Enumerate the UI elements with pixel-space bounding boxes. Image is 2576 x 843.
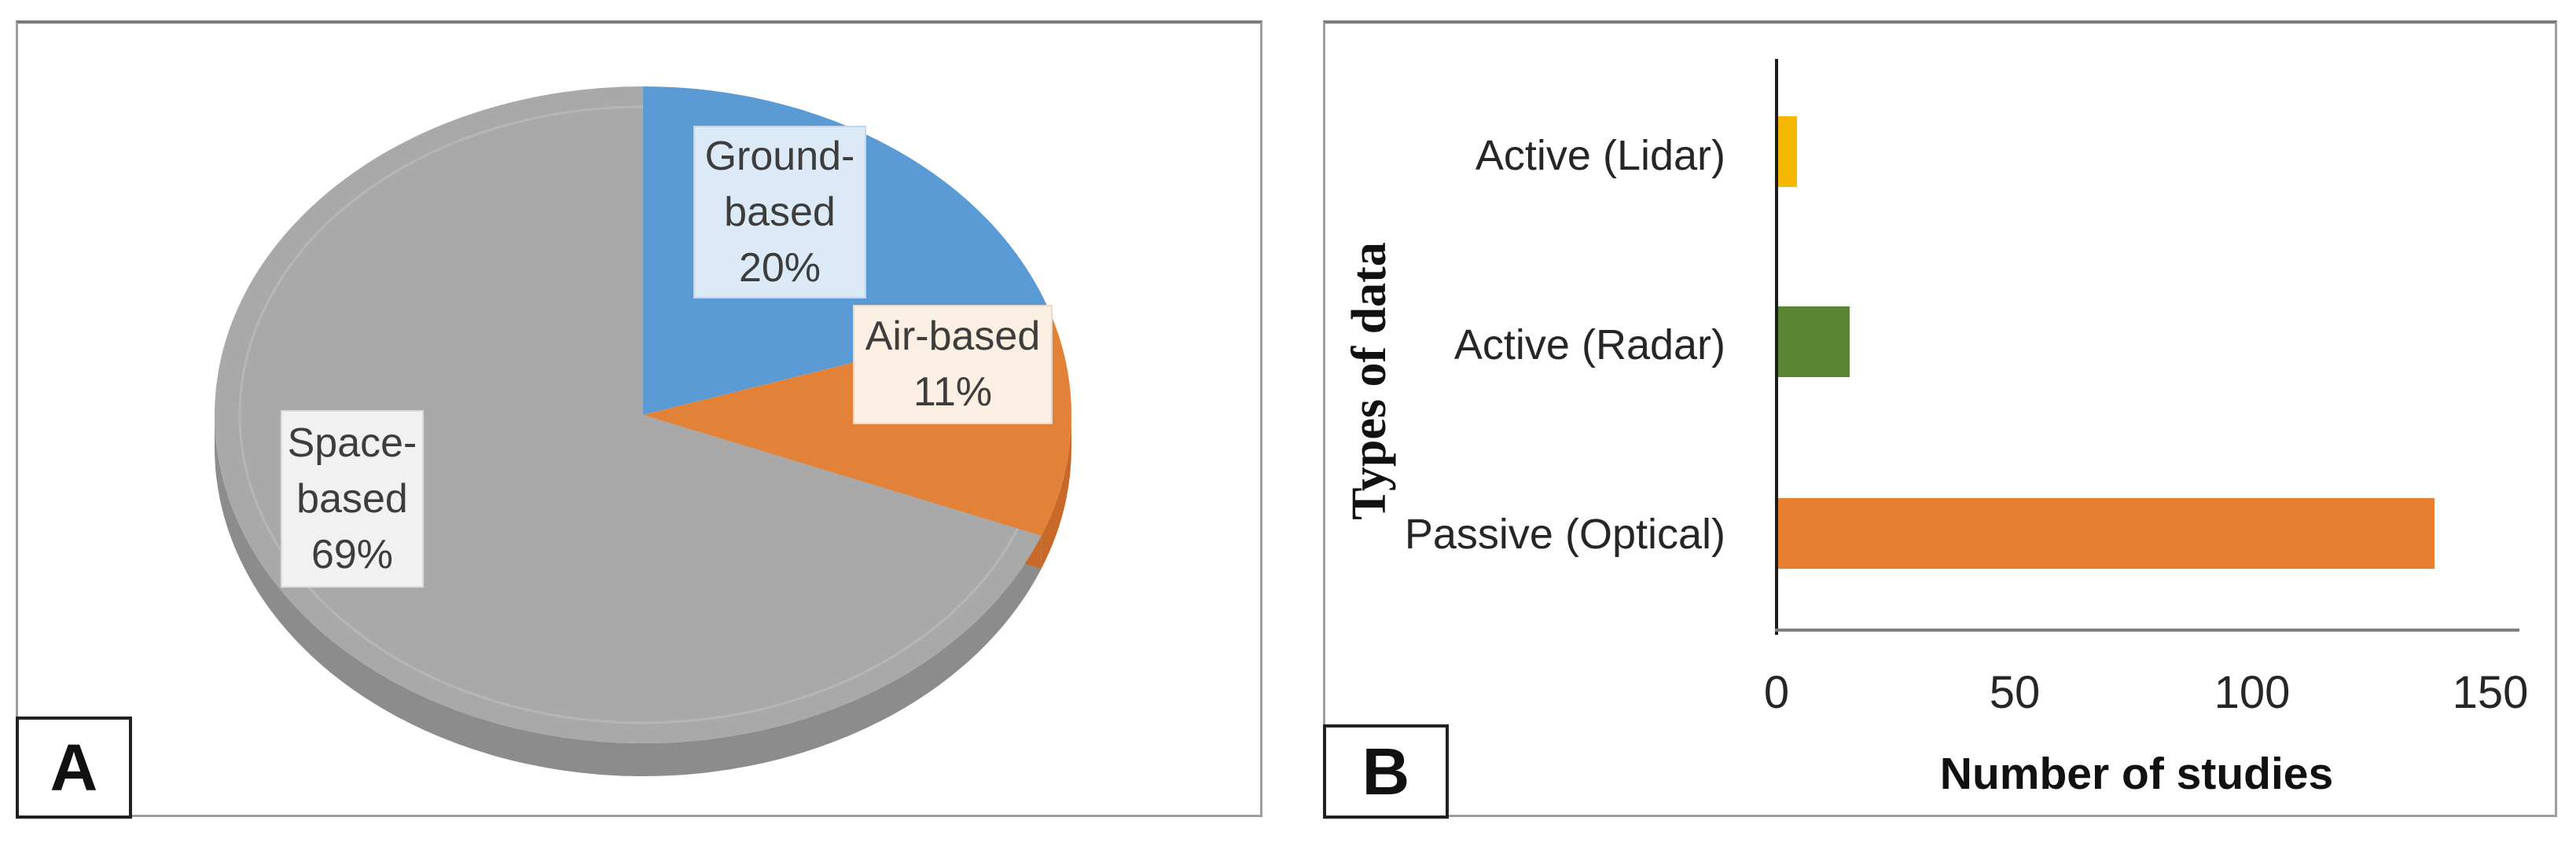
panel-a-pie-chart: Ground- based 20% Air-based 11% Space- b… [16, 20, 1262, 819]
pie-label-ground-based: Ground- based 20% [693, 126, 866, 299]
pie-label-space-based: Space- based 69% [281, 410, 424, 588]
bar-passive-optical [1778, 498, 2435, 569]
category-label-passive-optical: Passive (Optical) [1404, 510, 1725, 558]
bar-active-lidar [1778, 116, 1797, 187]
pie-label-line: 11% [913, 369, 993, 415]
x-axis-title: Number of studies [1939, 749, 2334, 799]
x-tick-label-150: 150 [2452, 667, 2529, 718]
panel-a-letter-box: A [16, 717, 132, 819]
pie-3d-chart [215, 86, 1071, 777]
panel-b-bar-chart: Active (Lidar) Active (Radar) Passive (O… [1323, 20, 2557, 819]
y-axis-line [1775, 59, 1778, 635]
pie-label-line: Space- [287, 420, 417, 466]
bar-active-radar [1778, 306, 1850, 377]
pie-rim-air-based [1041, 415, 1071, 569]
pie-label-line: based [724, 189, 836, 235]
pie-label-line: based [296, 475, 408, 522]
pie-label-line: Ground- [704, 133, 855, 179]
pie-label-line: Air-based [865, 313, 1041, 359]
pie-bevel-ring [238, 105, 1042, 724]
pie-label-air-based: Air-based 11% [853, 305, 1053, 424]
category-label-active-lidar: Active (Lidar) [1475, 131, 1725, 179]
x-tick-label-100: 100 [2214, 667, 2291, 718]
x-tick-label-50: 50 [1989, 667, 2041, 718]
panel-a-letter: A [50, 730, 98, 805]
pie-label-line: 20% [738, 244, 821, 291]
x-axis-line [1775, 629, 2519, 632]
panel-b-letter: B [1361, 734, 1410, 808]
x-tick-label-0: 0 [1763, 667, 1790, 718]
category-label-active-radar: Active (Radar) [1453, 321, 1725, 368]
panel-b-letter-box: B [1323, 724, 1449, 819]
pie-label-line: 69% [311, 531, 394, 577]
y-axis-title: Types of data [1343, 242, 1396, 520]
